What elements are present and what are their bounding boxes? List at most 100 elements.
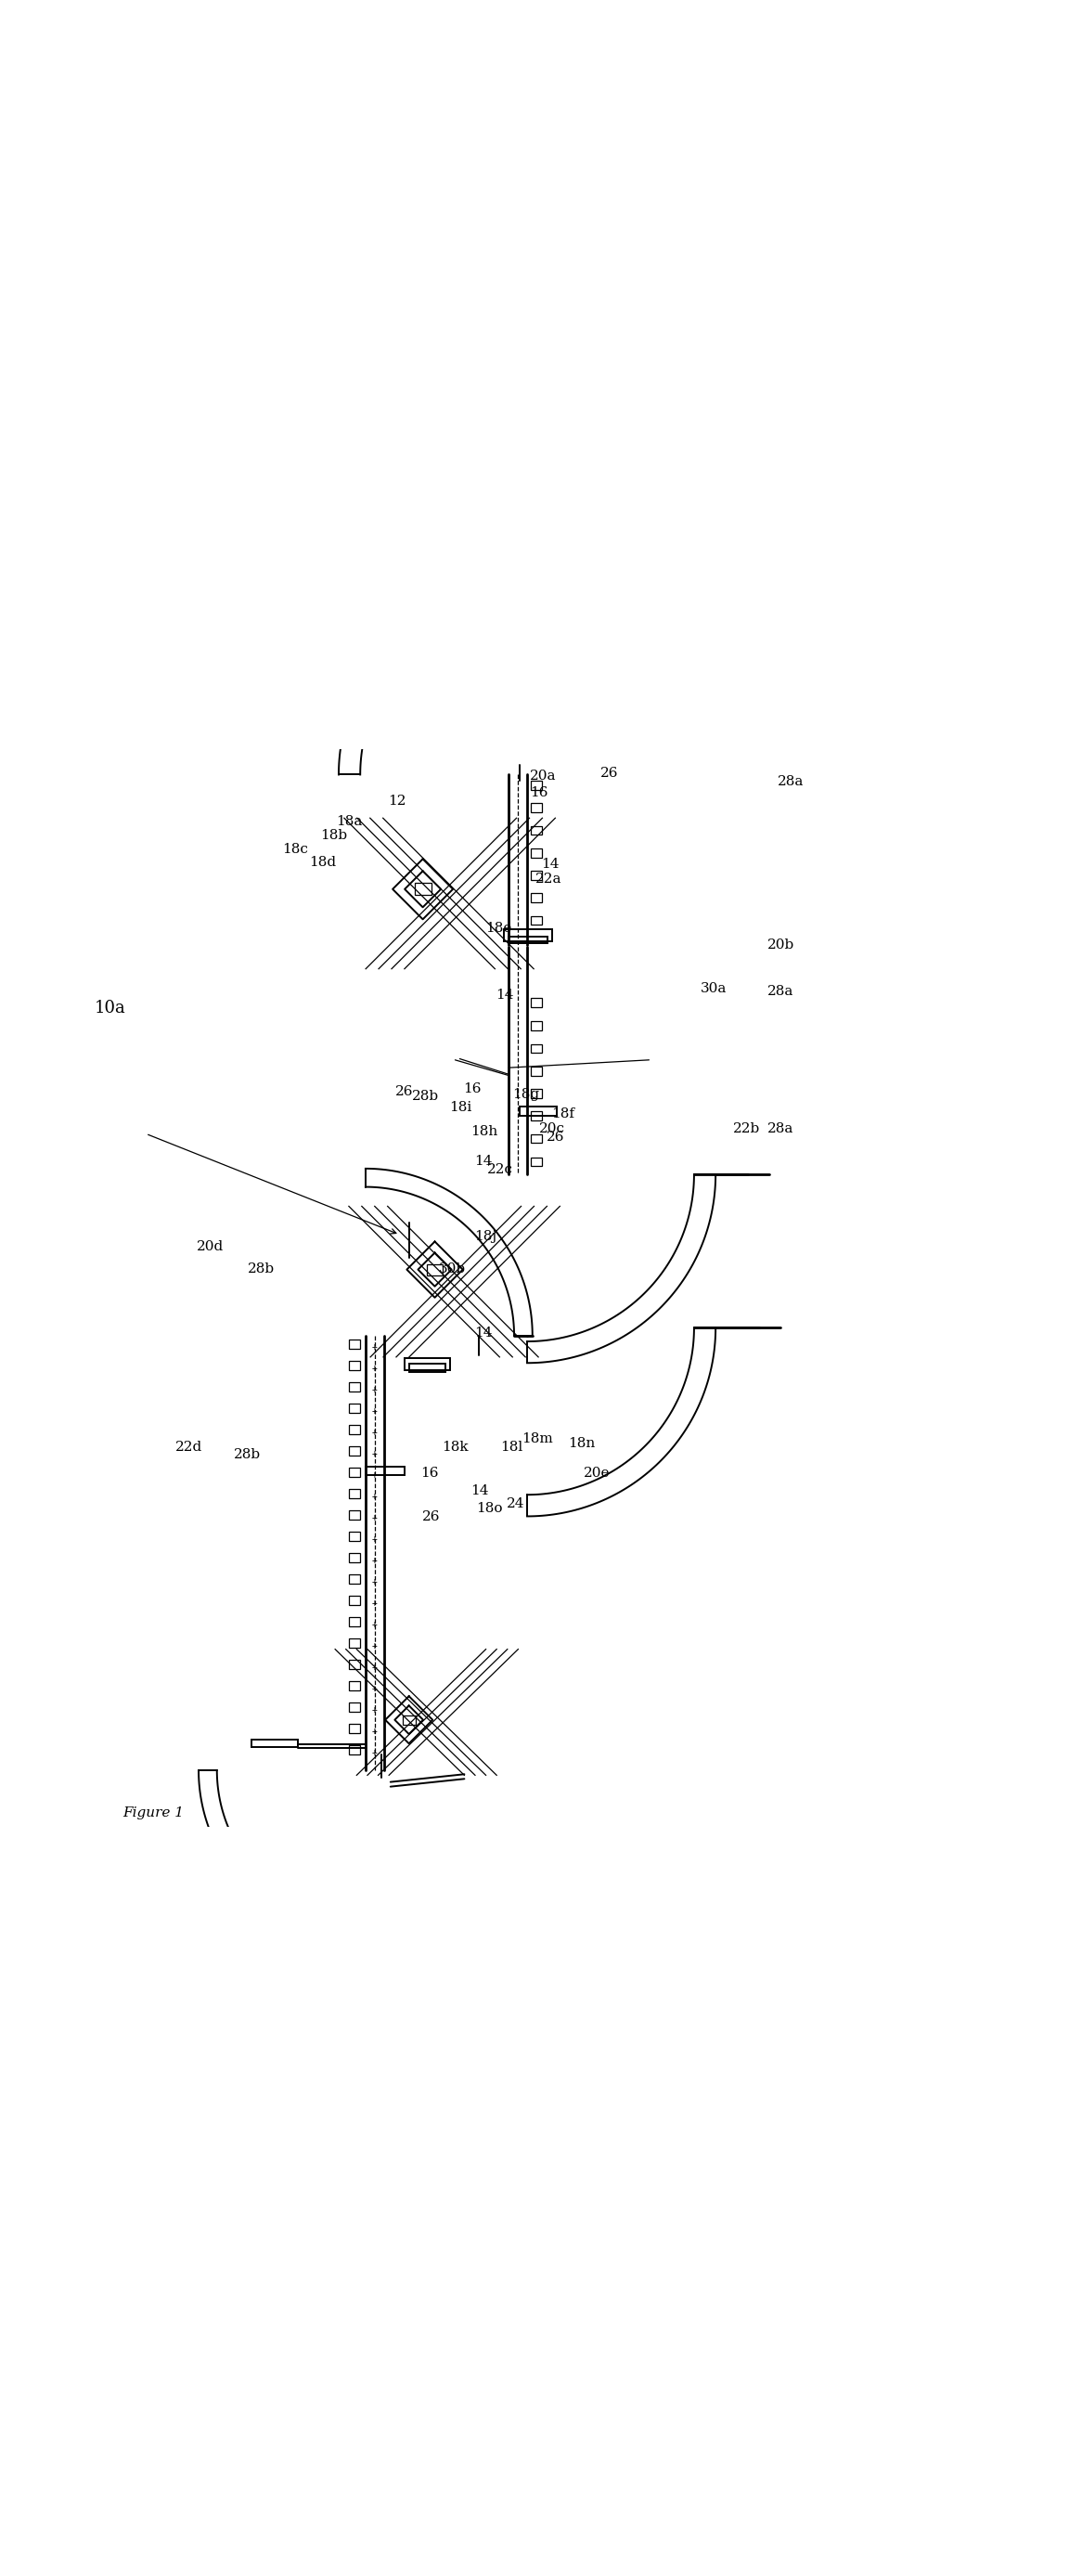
Text: +: + (372, 1664, 378, 1672)
Text: +: + (372, 1342, 378, 1352)
Bar (366, 1466, 405, 1476)
Text: 26: 26 (546, 1131, 565, 1144)
Bar (509, 938, 547, 943)
Bar (409, 1363, 446, 1373)
Text: 26: 26 (423, 1510, 440, 1522)
Bar (531, 1023, 542, 1030)
Text: 28b: 28b (234, 1448, 261, 1461)
Text: 22d: 22d (175, 1440, 202, 1453)
Text: 26: 26 (601, 768, 618, 781)
Bar (531, 1066, 542, 1074)
Text: +: + (372, 1363, 378, 1373)
Text: 30a: 30a (700, 981, 727, 994)
Text: 16: 16 (530, 786, 549, 799)
Text: 18f: 18f (552, 1108, 575, 1121)
Text: +: + (372, 1492, 378, 1502)
Text: 28b: 28b (412, 1090, 439, 1103)
Text: +: + (372, 1641, 378, 1651)
Text: +: + (372, 1577, 378, 1587)
Text: 14: 14 (474, 1327, 492, 1340)
Text: 26: 26 (396, 1084, 413, 1097)
Text: 28b: 28b (248, 1262, 275, 1275)
Text: +: + (372, 1450, 378, 1458)
Text: 20a: 20a (530, 770, 556, 783)
Bar (405, 1358, 450, 1370)
Bar (348, 1510, 359, 1520)
Bar (348, 1659, 359, 1669)
Text: 20d: 20d (197, 1242, 224, 1255)
Text: 14: 14 (496, 989, 514, 1002)
Text: +: + (372, 1749, 378, 1757)
Bar (403, 1716, 415, 1723)
Bar (348, 1468, 359, 1476)
Bar (531, 1043, 542, 1054)
Bar (348, 1682, 359, 1690)
Text: 18i: 18i (449, 1100, 472, 1113)
Bar (531, 1133, 542, 1144)
Text: 20e: 20e (584, 1466, 610, 1479)
Bar (531, 1090, 542, 1097)
Text: 18k: 18k (441, 1440, 469, 1453)
Text: 18l: 18l (500, 1440, 523, 1453)
Text: +: + (372, 1600, 378, 1607)
Text: 28a: 28a (767, 984, 793, 999)
Text: 16: 16 (463, 1082, 481, 1095)
Text: +: + (372, 1726, 378, 1736)
Bar (531, 997, 542, 1007)
Text: +: + (372, 1406, 378, 1417)
Bar (531, 894, 542, 902)
Text: 14: 14 (541, 858, 559, 871)
Text: 28a: 28a (778, 775, 804, 788)
Text: 22c: 22c (487, 1162, 513, 1177)
Bar (531, 1157, 542, 1167)
Text: 28a: 28a (767, 1123, 793, 1136)
Bar (348, 1340, 359, 1350)
Bar (531, 827, 542, 835)
Bar (348, 1747, 359, 1754)
Text: 24: 24 (506, 1497, 525, 1510)
Text: 14: 14 (471, 1484, 489, 1497)
Text: +: + (372, 1556, 378, 1566)
Bar (531, 1110, 542, 1121)
Bar (348, 1425, 359, 1435)
Bar (414, 884, 432, 896)
Bar (348, 1360, 359, 1370)
Text: +: + (372, 1512, 378, 1522)
Bar (348, 1618, 359, 1625)
Text: 18o: 18o (476, 1502, 503, 1515)
Bar (427, 1265, 443, 1275)
Text: 10a: 10a (94, 999, 126, 1018)
Text: 18h: 18h (471, 1126, 498, 1139)
Bar (504, 930, 552, 943)
Text: +: + (372, 1471, 378, 1481)
Text: +: + (372, 1620, 378, 1631)
Bar (348, 1489, 359, 1499)
Text: +: + (372, 1386, 378, 1394)
Text: 18g: 18g (512, 1087, 539, 1100)
Text: 18m: 18m (522, 1432, 553, 1445)
Bar (519, 1108, 557, 1115)
Bar (348, 1448, 359, 1455)
Text: 18n: 18n (568, 1437, 595, 1450)
Bar (348, 1533, 359, 1540)
Text: 12: 12 (388, 793, 406, 809)
Bar (348, 1703, 359, 1710)
Text: 20c: 20c (539, 1123, 565, 1136)
Text: 22b: 22b (733, 1123, 760, 1136)
Bar (348, 1638, 359, 1649)
Bar (348, 1553, 359, 1561)
Bar (348, 1404, 359, 1412)
Text: 16: 16 (421, 1466, 438, 1479)
Text: 18d: 18d (309, 855, 337, 868)
Text: +: + (372, 1535, 378, 1543)
Bar (348, 1723, 359, 1734)
Bar (348, 1574, 359, 1584)
Text: 18e: 18e (485, 922, 512, 935)
Text: 18j: 18j (474, 1229, 497, 1242)
Text: 18c: 18c (282, 842, 308, 855)
Bar (348, 1597, 359, 1605)
Text: 22a: 22a (536, 873, 562, 886)
Bar (531, 917, 542, 925)
Text: +: + (372, 1685, 378, 1692)
Bar (531, 804, 542, 811)
